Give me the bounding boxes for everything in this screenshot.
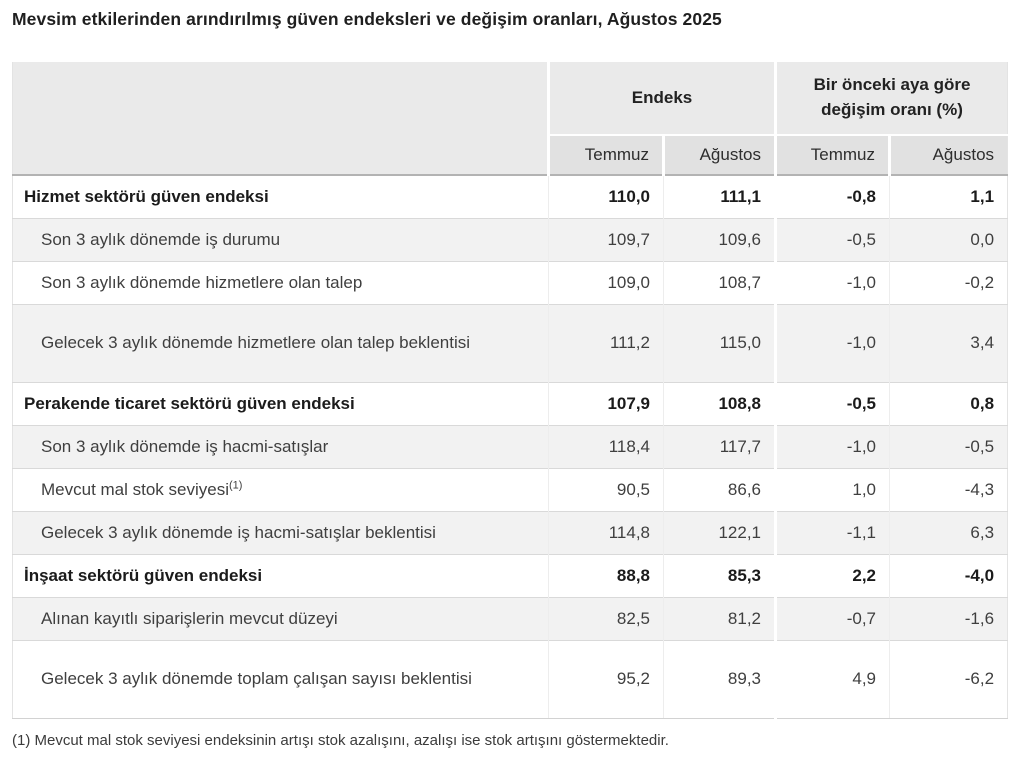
row-label-text: Perakende ticaret sektörü güven endeksi [24,393,355,413]
row-label: Alınan kayıtlı siparişlerin mevcut düzey… [12,596,549,640]
row-label-text: Son 3 aylık dönemde hizmetlere olan tale… [41,272,363,292]
footnote-marker: (1) [229,478,243,491]
value-cell: -0,8 [774,174,890,218]
page-title: Mevsim etkilerinden arındırılmış güven e… [12,9,722,29]
row-label: Gelecek 3 aylık dönemde iş hacmi-satışla… [12,510,549,554]
row-label: Son 3 aylık dönemde iş durumu [12,217,549,261]
value-cell: 114,8 [548,510,664,554]
value-cell: 111,1 [662,174,776,218]
value-cell: 81,2 [662,596,776,640]
value-cell: -1,0 [774,260,890,304]
value-cell: 118,4 [548,424,664,468]
confidence-index-table: Endeks Bir önceki aya göre değişim oranı… [12,62,1009,719]
table-corner-cell [12,62,549,175]
table-header: Endeks Bir önceki aya göre değişim oranı… [12,62,1008,175]
row-label: Son 3 aylık dönemde hizmetlere olan tale… [12,260,549,304]
row-label-text: Gelecek 3 aylık dönemde toplam çalışan s… [41,668,472,688]
value-cell: -1,1 [774,510,890,554]
row-label: Son 3 aylık dönemde iş hacmi-satışlar [12,424,549,468]
value-cell: 109,7 [548,217,664,261]
row-label-text: İnşaat sektörü güven endeksi [24,565,263,585]
value-cell: -1,0 [774,303,890,382]
row-label-text: Son 3 aylık dönemde iş hacmi-satışlar [41,436,329,456]
table-row: Gelecek 3 aylık dönemde toplam çalışan s… [12,639,1008,719]
row-label: Perakende ticaret sektörü güven endeksi [12,381,549,425]
value-cell: 1,0 [774,467,890,511]
value-cell: 90,5 [548,467,664,511]
value-cell: 107,9 [548,381,664,425]
footnote: (1) Mevcut mal stok seviyesi endeksinin … [12,731,669,749]
value-cell: 109,0 [548,260,664,304]
table-row: Gelecek 3 aylık dönemde hizmetlere olan … [12,303,1008,382]
value-cell: 2,2 [774,553,890,597]
value-cell: 108,7 [662,260,776,304]
subheader-agustos-change: Ağustos [888,134,1008,175]
table-row: Son 3 aylık dönemde hizmetlere olan tale… [12,260,1008,304]
value-cell: -0,5 [774,381,890,425]
value-cell: 117,7 [662,424,776,468]
column-group-monthly-change: Bir önceki aya göre değişim oranı (%) [774,62,1008,135]
value-cell: 109,6 [662,217,776,261]
row-label-text: Son 3 aylık dönemde iş durumu [41,229,281,249]
table-row: Son 3 aylık dönemde iş hacmi-satışlar 118… [12,424,1008,468]
value-cell: -0,5 [889,424,1008,468]
table-body: Hizmet sektörü güven endeksi 110,0 111,1 -0… [12,174,1008,719]
row-label-text: Mevcut mal stok seviyesi(1) [41,478,243,499]
row-label: İnşaat sektörü güven endeksi [12,553,549,597]
sub-header-row: Temmuz Ağustos Temmuz Ağustos [13,134,1008,175]
value-cell: 82,5 [548,596,664,640]
value-cell: 111,2 [548,303,664,382]
table-row: Alınan kayıtlı siparişlerin mevcut düzey… [12,596,1008,640]
table-section-row: İnşaat sektörü güven endeksi 88,8 85,3 2,2-… [12,553,1008,597]
value-cell: 4,9 [774,639,890,719]
row-label-text: Gelecek 3 aylık dönemde iş hacmi-satışla… [41,522,436,542]
value-cell: 95,2 [548,639,664,719]
column-group-row: Endeks Bir önceki aya göre değişim oranı… [12,62,1008,175]
row-label: Hizmet sektörü güven endeksi [12,174,549,218]
value-cell: 1,1 [889,174,1008,218]
table-row: Mevcut mal stok seviyesi(1) 90,5 86,6 1,0 -4… [12,467,1008,511]
value-cell: 122,1 [662,510,776,554]
value-cell: 110,0 [548,174,664,218]
row-label-text: Gelecek 3 aylık dönemde hizmetlere olan … [41,332,471,352]
value-cell: 3,4 [889,303,1008,382]
value-cell: 0,0 [889,217,1008,261]
value-cell: -1,0 [774,424,890,468]
subheader-temmuz-change: Temmuz [774,134,890,175]
value-cell: -1,6 [889,596,1008,640]
table-row: Son 3 aylık dönemde iş durumu 109,7 109,6-… [12,217,1008,261]
value-cell: -0,2 [889,260,1008,304]
value-cell: -0,5 [774,217,890,261]
row-label-text: Hizmet sektörü güven endeksi [24,186,269,206]
row-label: Gelecek 3 aylık dönemde toplam çalışan s… [12,639,549,719]
table-section-row: Hizmet sektörü güven endeksi 110,0 111,1 -0… [12,174,1008,218]
value-cell: 89,3 [662,639,776,719]
value-cell: 86,6 [662,467,776,511]
row-label: Mevcut mal stok seviyesi(1) [12,467,549,511]
value-cell: 88,8 [548,553,664,597]
column-group-endeks: Endeks [546,62,776,135]
value-cell: 6,3 [889,510,1008,554]
value-cell: 115,0 [662,303,776,382]
row-label: Gelecek 3 aylık dönemde hizmetlere olan … [12,303,549,382]
value-cell: 108,8 [662,381,776,425]
row-label-text: Alınan kayıtlı siparişlerin mevcut düzey… [41,608,338,628]
subheader-temmuz-endeks: Temmuz [547,134,664,175]
value-cell: -0,7 [774,596,890,640]
subheader-agustos-endeks: Ağustos [661,134,776,175]
table-section-row: Perakende ticaret sektörü güven endeksi 1… [12,381,1008,425]
table-row: Gelecek 3 aylık dönemde iş hacmi-satışla… [12,510,1008,554]
value-cell: -4,3 [889,467,1008,511]
value-cell: 85,3 [662,553,776,597]
value-cell: -6,2 [889,639,1008,719]
value-cell: -4,0 [889,553,1008,597]
value-cell: 0,8 [889,381,1008,425]
